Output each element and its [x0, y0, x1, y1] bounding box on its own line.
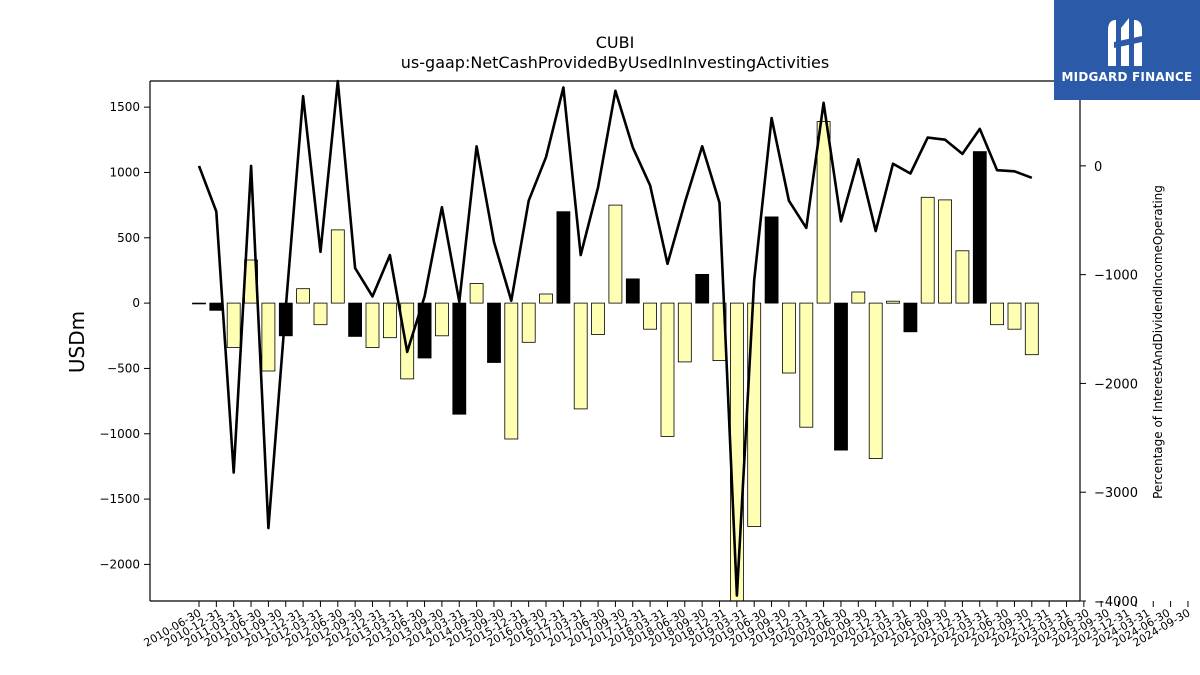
bar — [643, 302, 657, 330]
y2-tick-label: −1000 — [1094, 269, 1138, 284]
bar — [799, 302, 814, 428]
bar — [990, 302, 1004, 326]
bar — [504, 302, 519, 440]
bar — [400, 302, 415, 380]
y-tick-label: −1500 — [99, 492, 140, 506]
bar — [695, 273, 710, 304]
y-tick-label: 1000 — [109, 165, 140, 179]
bar — [1007, 302, 1022, 330]
y-tick-label: 500 — [117, 231, 140, 245]
bar — [886, 300, 900, 304]
bar — [192, 302, 206, 305]
bar — [382, 302, 397, 339]
bar — [660, 302, 675, 437]
y-tick-label: −500 — [107, 361, 140, 375]
bar — [469, 283, 484, 304]
bar — [226, 302, 241, 348]
axes-layer: 1500 1000 500 0 −500 −1000 −1500 −2000 0 −1000 −20… — [99, 80, 1193, 650]
bars-layer — [192, 121, 1039, 602]
chart-subtitle: us-gaap:NetCashProvidedByUsedInInvesting… — [401, 53, 829, 72]
bar — [782, 302, 796, 374]
y2-tick-label: −3000 — [1094, 486, 1138, 501]
bar — [417, 302, 432, 359]
bar — [539, 293, 553, 304]
bar — [747, 302, 762, 527]
bar — [625, 278, 640, 304]
y2-axis-label: Percentage of InterestAndDividendIncomeO… — [1151, 185, 1165, 499]
bar — [868, 302, 883, 460]
bar — [1024, 302, 1039, 356]
bar — [452, 302, 467, 415]
bar — [903, 302, 918, 333]
y-tick-label: −1000 — [99, 427, 140, 441]
bar — [851, 291, 866, 304]
bar — [365, 302, 380, 348]
y2-tick-label: 0 — [1094, 160, 1102, 175]
y-tick-label: −2000 — [99, 557, 140, 571]
bar — [608, 204, 623, 304]
y2-tick-label: −4000 — [1094, 595, 1138, 610]
bar — [938, 199, 952, 304]
logo-text: MIDGARD FINANCE — [1061, 70, 1193, 84]
bar — [209, 302, 224, 311]
bar — [920, 196, 935, 304]
bar — [330, 229, 345, 304]
line-layer — [197, 79, 1033, 597]
bar — [591, 302, 605, 335]
y-tick-label: 0 — [132, 296, 140, 310]
bar — [521, 302, 536, 343]
y-tick-label: 1500 — [109, 100, 140, 114]
line-series — [197, 79, 1033, 597]
bar — [348, 302, 363, 337]
bar — [816, 121, 831, 304]
bar — [972, 151, 987, 304]
bar — [434, 302, 449, 337]
bar — [764, 216, 779, 304]
chart-title: CUBI — [596, 33, 635, 52]
bar — [677, 302, 692, 363]
y2-tick-label: −2000 — [1094, 377, 1138, 392]
bar — [556, 211, 571, 304]
bar — [261, 302, 276, 372]
bar — [313, 302, 328, 326]
bar — [955, 250, 970, 304]
logo: MIDGARD FINANCE — [1054, 0, 1200, 100]
y-axis-label: USDm — [65, 311, 89, 373]
bar — [834, 302, 848, 451]
bar — [296, 288, 311, 304]
logo-mark-icon — [1108, 18, 1142, 66]
bar — [487, 302, 501, 363]
bar — [573, 302, 588, 410]
bar — [730, 302, 744, 602]
